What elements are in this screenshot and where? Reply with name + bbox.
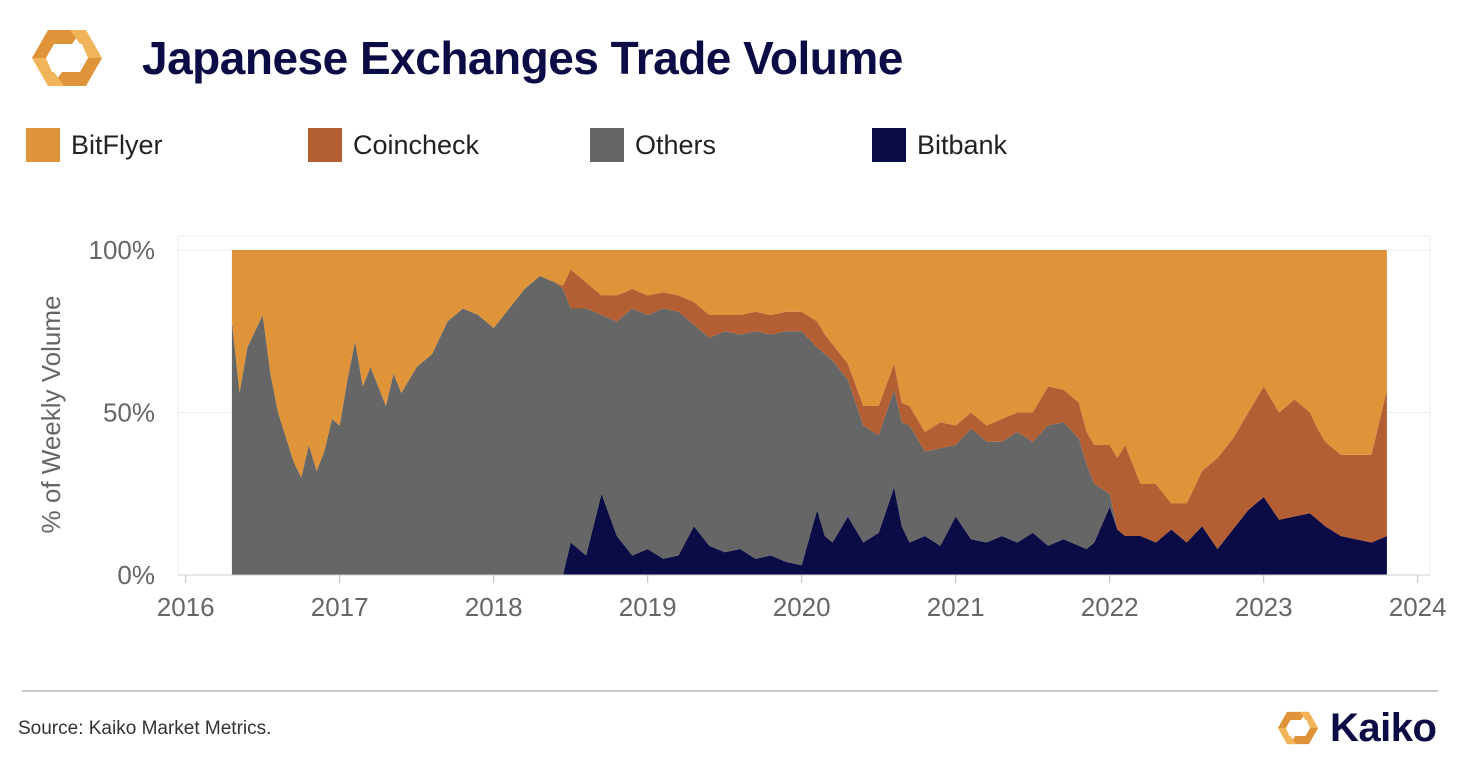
legend-item-bitflyer: BitFlyer — [26, 128, 163, 162]
page-title: Japanese Exchanges Trade Volume — [142, 32, 903, 84]
legend-swatch — [872, 128, 906, 162]
y-tick-label: 100% — [89, 235, 156, 265]
header: Japanese Exchanges Trade Volume — [24, 18, 903, 98]
legend-item-others: Others — [590, 128, 716, 162]
x-tick-label: 2020 — [773, 592, 831, 622]
y-tick-label: 0% — [117, 560, 155, 590]
legend-label: BitFlyer — [71, 129, 163, 160]
area-coincheck — [231, 269, 1387, 549]
legend-label: Bitbank — [917, 129, 1008, 160]
x-tick-label: 2022 — [1081, 592, 1139, 622]
footer-divider — [22, 690, 1438, 692]
legend-label: Others — [635, 129, 717, 160]
x-tick-label: 2018 — [465, 592, 523, 622]
legend-swatch — [26, 128, 60, 162]
chart: 2016 2017 2018 2019 2020 2021 2022 2023 2024 0% 50… — [36, 235, 1447, 622]
area-others — [231, 276, 1387, 575]
area-bitflyer — [231, 250, 1387, 504]
legend-item-bitbank: Bitbank — [872, 128, 1007, 162]
area-bitbank — [231, 487, 1387, 575]
x-tick-label: 2024 — [1389, 592, 1447, 622]
y-axis-title: % of Weekly Volume — [36, 296, 66, 534]
y-tick-label: 50% — [103, 398, 155, 428]
source-note: Source: Kaiko Market Metrics. — [18, 718, 272, 739]
legend-swatch — [308, 128, 342, 162]
x-tick-label: 2019 — [619, 592, 677, 622]
legend-swatch — [590, 128, 624, 162]
kaiko-brand-icon — [1277, 711, 1319, 745]
x-tick-label: 2021 — [927, 592, 985, 622]
brand: Kaiko — [1272, 703, 1437, 753]
kaiko-logo-icon — [32, 30, 102, 86]
x-tick-label: 2016 — [157, 592, 215, 622]
legend-item-coincheck: Coincheck — [308, 128, 479, 162]
legend-label: Coincheck — [353, 129, 480, 160]
brand-name: Kaiko — [1330, 705, 1437, 750]
x-tick-label: 2023 — [1235, 592, 1293, 622]
x-tick-label: 2017 — [311, 592, 369, 622]
